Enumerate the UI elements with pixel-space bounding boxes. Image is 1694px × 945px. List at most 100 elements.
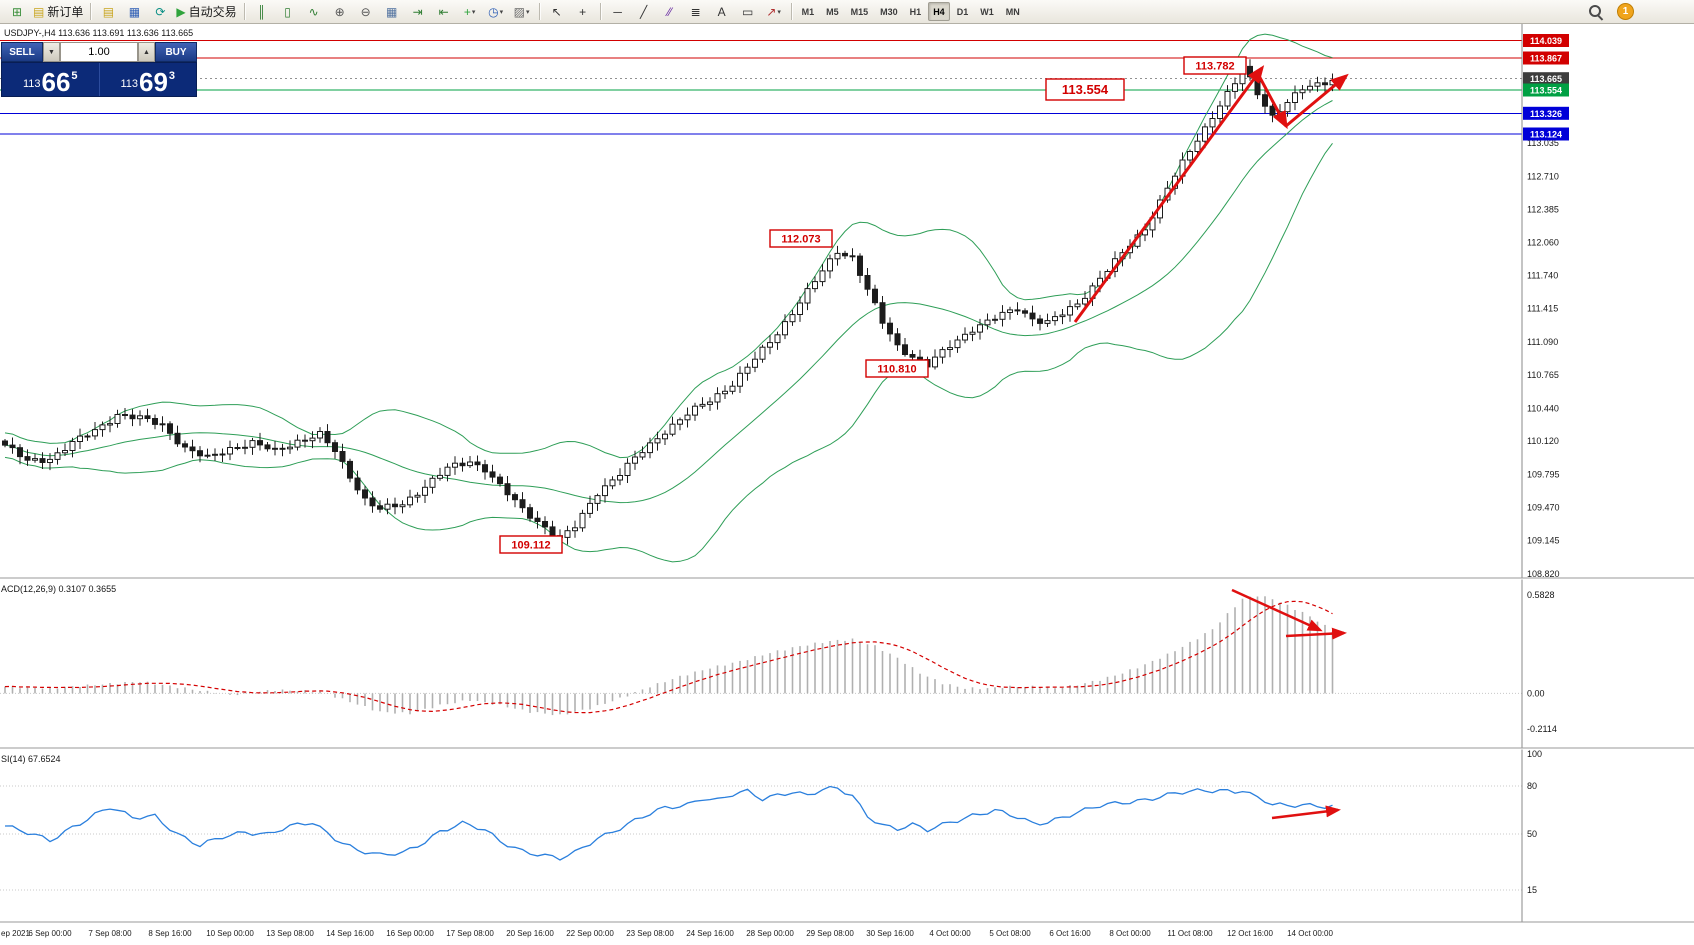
- candles-layer: [2, 59, 1336, 545]
- candlestick-chart-type-icon[interactable]: ▯: [284, 4, 291, 19]
- timeframe-h1-button[interactable]: H1: [909, 6, 922, 17]
- refresh-icon[interactable]: ⟳: [155, 4, 166, 19]
- timeframe-m1-button[interactable]: M1: [801, 6, 815, 17]
- buy-price-whole: 113: [120, 78, 138, 90]
- price-scale[interactable]: 113.035 112.710 112.385 112.060 111.740 111.4…: [0, 24, 1694, 938]
- svg-text:112.710: 112.710: [1527, 171, 1559, 181]
- price-annotations: 113.554 113.782 112.073 110.810 109.112: [499, 56, 1247, 554]
- rsi-panel: SI(14) 67.6524: [0, 754, 1522, 891]
- svg-text:24 Sep 16:00: 24 Sep 16:00: [686, 929, 734, 938]
- zoom-in-icon[interactable]: ⊕: [334, 4, 345, 19]
- main-toolbar: ⊞ ▤ 新订单 ▤ ▦ ⟳ ▶ 自动交易 ║ ▯ ∿ ⊕ ⊖ ▦ ⇥ ⇤ + ▾ ◷ ▾ ▨ ▾ ↖ + ─ ╱ ⁄⁄ ≣ A ▭ ↗ ▾ M1…: [0, 0, 1694, 24]
- svg-text:29 Sep 08:00: 29 Sep 08:00: [806, 929, 854, 938]
- svg-text:112.073: 112.073: [781, 233, 820, 245]
- notification-badge[interactable]: 1: [1617, 3, 1634, 20]
- svg-text:110.120: 110.120: [1527, 436, 1559, 446]
- search-icon[interactable]: [1588, 4, 1603, 19]
- cursor-icon[interactable]: ↖: [551, 4, 562, 19]
- arrows-tool-icon[interactable]: ↗ ▾: [766, 4, 781, 19]
- templates-icon[interactable]: ▨ ▾: [513, 4, 530, 19]
- svg-text:20 Sep 16:00: 20 Sep 16:00: [506, 929, 554, 938]
- text-icon[interactable]: A: [717, 4, 726, 19]
- chart-canvas[interactable]: 113.554 113.782 112.073 110.810 109.112 ACD(1…: [0, 24, 1694, 945]
- sell-price[interactable]: 113 66 5: [2, 63, 99, 96]
- crosshair-icon[interactable]: +: [579, 4, 587, 19]
- svg-text:111.090: 111.090: [1527, 337, 1558, 347]
- svg-text:13 Sep 08:00: 13 Sep 08:00: [266, 929, 314, 938]
- periods-icon[interactable]: ◷ ▾: [488, 4, 504, 19]
- svg-text:113.124: 113.124: [1530, 129, 1562, 139]
- toolbar-separator: [90, 3, 92, 20]
- timeframe-w1-button[interactable]: W1: [980, 6, 994, 17]
- svg-text:0.00: 0.00: [1527, 688, 1545, 698]
- svg-text:109.112: 109.112: [511, 539, 550, 551]
- svg-text:113.326: 113.326: [1530, 109, 1562, 119]
- volume-input[interactable]: [60, 42, 138, 62]
- svg-text:15: 15: [1527, 885, 1537, 895]
- svg-text:17 Sep 08:00: 17 Sep 08:00: [446, 929, 494, 938]
- trade-price-row: 113 66 5 113 69 3: [1, 62, 197, 97]
- auto-trading-button[interactable]: ▶ 自动交易: [176, 4, 237, 19]
- chart-shift-icon[interactable]: ⇤: [438, 4, 449, 19]
- macd-panel: ACD(12,26,9) 0.3107 0.3655: [0, 584, 1522, 716]
- sell-button[interactable]: SELL: [1, 42, 43, 62]
- new-chart-icon[interactable]: ⊞: [11, 4, 23, 19]
- timeframe-h4-button[interactable]: H4: [928, 2, 950, 21]
- line-chart-type-icon[interactable]: ∿: [308, 4, 319, 19]
- timeframe-d1-button[interactable]: D1: [956, 6, 969, 17]
- svg-text:-0.2114: -0.2114: [1527, 724, 1557, 734]
- auto-scroll-icon[interactable]: ⇥: [412, 4, 423, 19]
- zoom-out-icon[interactable]: ⊖: [360, 4, 371, 19]
- toolbar-separator: [790, 3, 792, 20]
- svg-text:0.5828: 0.5828: [1527, 590, 1555, 600]
- chart-window: 113.554 113.782 112.073 110.810 109.112 ACD(1…: [0, 24, 1694, 945]
- toolbar-right-group: 1: [1588, 3, 1690, 20]
- trend-arrows: [1073, 65, 1349, 323]
- timeframe-mn-button[interactable]: MN: [1005, 6, 1020, 17]
- svg-text:ep 2021: ep 2021: [1, 929, 30, 938]
- market-watch-icon[interactable]: ▦: [128, 4, 141, 19]
- svg-text:109.145: 109.145: [1527, 536, 1560, 546]
- timeframe-m5-button[interactable]: M5: [826, 6, 839, 17]
- sell-price-whole: 113: [22, 78, 41, 90]
- volume-down-button[interactable]: ▼: [43, 42, 60, 62]
- svg-text:6 Oct 16:00: 6 Oct 16:00: [1049, 929, 1091, 938]
- channel-icon[interactable]: ⁄⁄: [667, 4, 672, 19]
- symbol-ohlc-header: USDJPY-,H4 113.636 113.691 113.636 113.6…: [4, 28, 194, 38]
- horizontal-line-icon[interactable]: ─: [613, 4, 622, 19]
- svg-text:12 Oct 16:00: 12 Oct 16:00: [1227, 929, 1273, 938]
- svg-text:113.867: 113.867: [1530, 54, 1562, 64]
- svg-text:110.765: 110.765: [1527, 370, 1559, 380]
- bar-chart-type-icon[interactable]: ║: [257, 4, 266, 19]
- svg-text:110.810: 110.810: [877, 363, 916, 375]
- svg-text:6 Sep 00:00: 6 Sep 00:00: [28, 929, 72, 938]
- timeframe-m30-button[interactable]: M30: [880, 6, 898, 17]
- svg-text:112.060: 112.060: [1527, 238, 1559, 248]
- svg-text:113.035: 113.035: [1527, 138, 1559, 148]
- buy-button[interactable]: BUY: [155, 42, 197, 62]
- volume-up-button[interactable]: ▲: [138, 42, 155, 62]
- svg-text:108.820: 108.820: [1527, 569, 1560, 579]
- indicators-icon[interactable]: + ▾: [463, 4, 476, 19]
- fibonacci-icon[interactable]: ≣: [690, 4, 701, 19]
- svg-text:11 Oct 08:00: 11 Oct 08:00: [1167, 929, 1213, 938]
- sell-price-pips: 66: [41, 67, 71, 97]
- buy-price-point: 3: [168, 70, 176, 82]
- trendline-icon[interactable]: ╱: [639, 4, 648, 19]
- svg-text:114.039: 114.039: [1530, 36, 1562, 46]
- tile-windows-icon[interactable]: ▦: [385, 4, 398, 19]
- svg-text:100: 100: [1527, 749, 1542, 759]
- profiles-icon[interactable]: ▤: [102, 4, 115, 19]
- svg-text:5 Oct 08:00: 5 Oct 08:00: [989, 929, 1031, 938]
- svg-text:80: 80: [1527, 781, 1537, 791]
- svg-text:8 Sep 16:00: 8 Sep 16:00: [148, 929, 192, 938]
- timeframe-m15-button[interactable]: M15: [850, 6, 869, 17]
- buy-price[interactable]: 113 69 3: [98, 63, 197, 96]
- svg-text:10 Sep 00:00: 10 Sep 00:00: [206, 929, 254, 938]
- svg-text:28 Sep 00:00: 28 Sep 00:00: [746, 929, 794, 938]
- svg-text:ACD(12,26,9) 0.3107 0.3655: ACD(12,26,9) 0.3107 0.3655: [1, 584, 116, 594]
- new-order-button[interactable]: ▤ 新订单: [33, 4, 84, 19]
- text-label-icon[interactable]: ▭: [741, 4, 754, 19]
- svg-text:111.415: 111.415: [1527, 304, 1558, 314]
- svg-text:30 Sep 16:00: 30 Sep 16:00: [866, 929, 914, 938]
